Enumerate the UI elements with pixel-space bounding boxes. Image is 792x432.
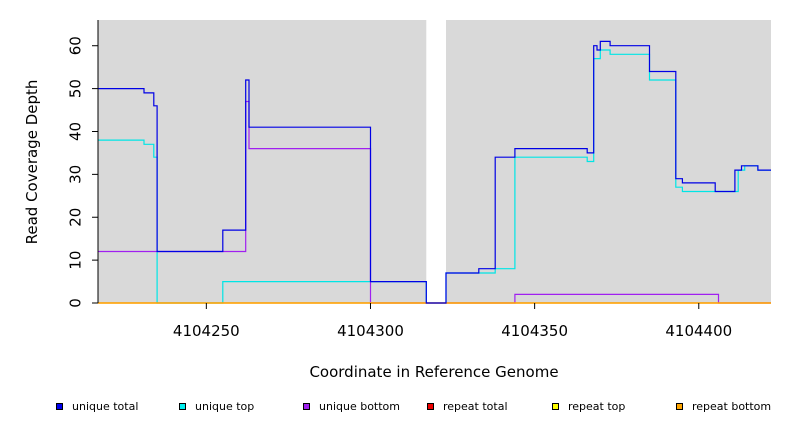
legend-item-repeat-top: repeat top	[552, 400, 625, 413]
legend-label: repeat total	[443, 400, 508, 413]
y-tick-label: 50	[66, 79, 84, 98]
axes: 0 10 20 30 40 50 60 4104250 4104300 4104350 410440…	[66, 20, 732, 340]
legend-item-repeat-bottom: repeat bottom	[676, 400, 771, 413]
y-tick-label: 20	[66, 208, 84, 227]
legend-swatch	[179, 403, 186, 410]
legend-label: repeat bottom	[692, 400, 772, 413]
legend-swatch	[676, 403, 683, 410]
x-tick-label: 4104350	[501, 322, 568, 340]
series-layer	[98, 40, 771, 304]
legend-label: unique bottom	[319, 400, 401, 413]
x-tick-label: 4104400	[665, 322, 732, 340]
x-tick-label: 4104300	[337, 322, 404, 340]
y-tick-label: 10	[66, 251, 84, 270]
y-tick-label: 40	[66, 122, 84, 141]
y-tick-label: 30	[66, 165, 84, 184]
legend-swatch	[427, 403, 434, 410]
plot-background	[98, 20, 771, 303]
legend-item-repeat-total: repeat total	[427, 400, 508, 413]
legend-swatch	[56, 403, 63, 410]
legend: unique total unique top unique bottom repea…	[0, 400, 792, 420]
background-panel-2	[445, 20, 771, 303]
background-panel-1	[98, 20, 427, 303]
legend-label: repeat top	[568, 400, 626, 413]
x-tick-label: 4104250	[173, 322, 240, 340]
legend-label: unique total	[72, 400, 139, 413]
legend-item-unique-total: unique total	[56, 400, 138, 413]
y-tick-label: 0	[66, 298, 84, 308]
legend-item-unique-top: unique top	[179, 400, 254, 413]
y-axis-title: Read Coverage Depth	[23, 80, 41, 245]
legend-swatch	[552, 403, 559, 410]
legend-item-unique-bottom: unique bottom	[303, 400, 400, 413]
y-tick-label: 60	[66, 36, 84, 55]
series-unique-total	[98, 40, 771, 304]
legend-swatch	[303, 403, 310, 410]
x-axis-title: Coordinate in Reference Genome	[309, 363, 558, 381]
legend-label: unique top	[195, 400, 255, 413]
